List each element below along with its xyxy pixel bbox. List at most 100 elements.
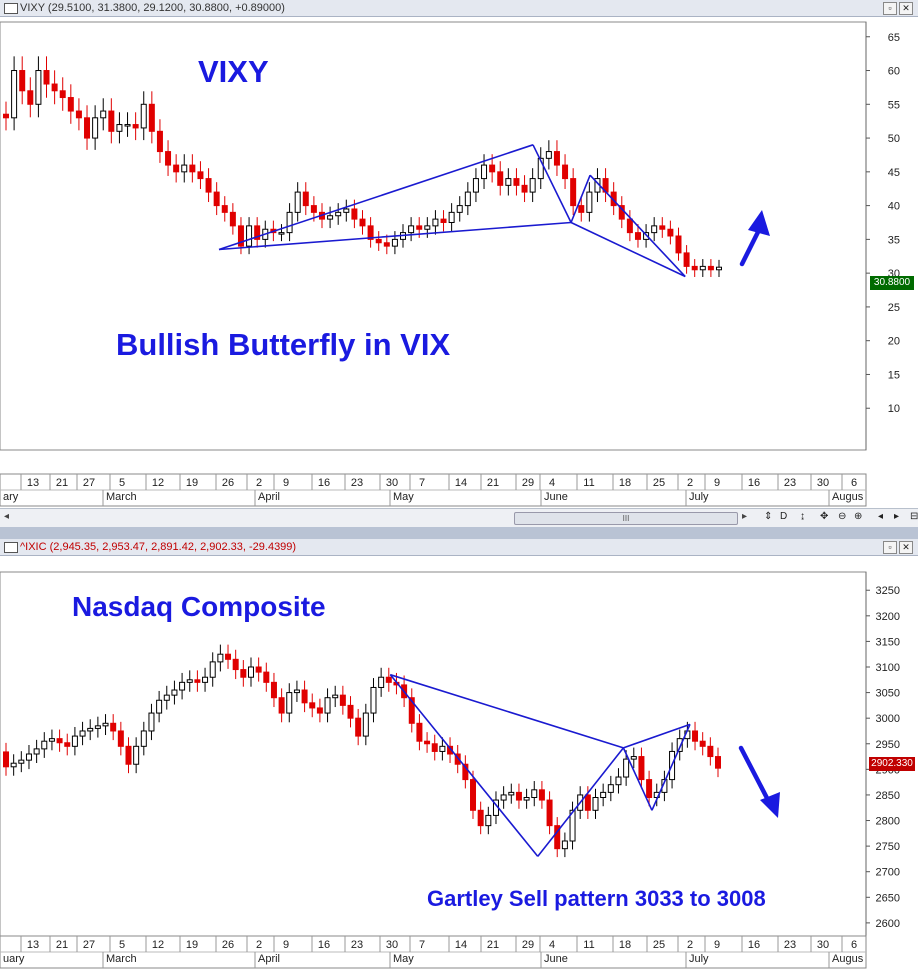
candle-body (351, 208, 358, 220)
zoom-in-icon[interactable]: ⊕ (854, 511, 863, 522)
scroll-left-icon[interactable]: ◂ (4, 511, 10, 522)
y-tick-label: 3050 (876, 688, 900, 700)
candle-body (462, 763, 469, 781)
candle-body (67, 97, 74, 112)
scroll-right-icon[interactable]: ▸ (742, 511, 748, 522)
end-icon[interactable]: ⊟ (910, 511, 918, 522)
nasdaq-candlestick-chart: 2600265027002750280028502900295030003050… (0, 571, 918, 969)
y-tick-label: 60 (888, 66, 900, 78)
nasdaq-title-text: ^IXIC (2,945.35, 2,953.47, 2,891.42, 2,9… (20, 541, 297, 553)
candle-body (43, 70, 50, 85)
candle-body (456, 205, 463, 213)
candle-body (310, 205, 317, 213)
candle-body (531, 789, 538, 799)
candle-body (316, 707, 323, 714)
candle-body (133, 745, 140, 765)
chart-tool-icon[interactable]: ⇕ (764, 511, 773, 522)
candle-body (209, 661, 216, 678)
candle-body (186, 679, 193, 683)
candle-body (683, 252, 690, 267)
candle-body (124, 124, 131, 127)
candle-body (716, 266, 722, 271)
x-day-label: 25 (653, 477, 665, 489)
x-month-label: July (689, 953, 709, 965)
x-day-label: 9 (283, 477, 289, 489)
candle-body (278, 232, 285, 235)
up-arrow-icon (739, 225, 763, 267)
candle-body (18, 759, 25, 764)
candle-body (630, 756, 637, 760)
x-day-label: 2 (256, 477, 262, 489)
candle-body (570, 178, 577, 207)
chart-window-icon (4, 542, 18, 553)
harmonic-pattern-line (389, 674, 539, 857)
candle-body (140, 103, 147, 129)
candle-body (707, 265, 714, 271)
y-tick-label: 25 (888, 302, 900, 314)
x-day-label: 4 (549, 939, 555, 951)
next-bar-icon[interactable]: ▸ (894, 511, 900, 522)
candle-body (194, 679, 201, 683)
chart-tool-move-icon[interactable]: ✥ (820, 511, 829, 522)
candle-body (521, 184, 528, 193)
prev-bar-icon[interactable]: ◂ (878, 511, 884, 522)
candle-body (472, 178, 479, 193)
candle-body (634, 232, 641, 240)
candle-body (699, 740, 706, 747)
candle-body (108, 110, 115, 132)
chart-tool-height-icon[interactable]: ↨ (800, 511, 805, 522)
chart-tool-d[interactable]: D (780, 511, 788, 522)
x-day-label: 14 (455, 477, 467, 489)
candle-body (217, 653, 224, 663)
panel-divider[interactable] (0, 527, 918, 539)
candle-body (3, 113, 9, 119)
candle-body (646, 779, 653, 799)
candle-body (439, 745, 446, 752)
candle-body (416, 722, 423, 742)
candle-body (592, 797, 599, 811)
x-day-label: 30 (386, 939, 398, 951)
y-tick-label: 2800 (876, 816, 900, 828)
candle-body (383, 242, 390, 247)
restore-icon[interactable]: ▫ (883, 2, 897, 15)
close-icon[interactable]: ✕ (899, 541, 913, 554)
y-tick-label: 2600 (876, 918, 900, 930)
x-day-label: 6 (851, 477, 857, 489)
candle-body (569, 809, 576, 842)
harmonic-pattern-line (622, 747, 653, 811)
candle-body (255, 666, 262, 673)
restore-icon[interactable]: ▫ (883, 541, 897, 554)
y-tick-label: 20 (888, 336, 900, 348)
vixy-last-price-tag: 30.8800 (870, 276, 914, 290)
candle-body (71, 735, 78, 747)
x-day-label: 2 (256, 939, 262, 951)
candle-body (335, 211, 342, 217)
harmonic-pattern-line (532, 144, 572, 223)
candle-body (181, 164, 188, 173)
candle-body (464, 191, 471, 207)
zoom-out-icon[interactable]: ⊖ (838, 511, 847, 522)
candle-body (165, 151, 172, 166)
candle-body (102, 722, 109, 727)
y-tick-label: 35 (888, 234, 900, 246)
x-month-label: June (544, 953, 568, 965)
candle-body (546, 799, 553, 827)
close-icon[interactable]: ✕ (899, 2, 913, 15)
y-tick-label: 2950 (876, 739, 900, 751)
candle-body (11, 70, 18, 119)
candle-body (94, 725, 101, 729)
x-month-label: March (106, 953, 137, 965)
scrollbar-thumb[interactable]: III (514, 512, 738, 525)
candle-body (378, 676, 385, 688)
candle-body (247, 666, 254, 678)
y-tick-label: 3200 (876, 611, 900, 623)
candle-body (179, 681, 186, 691)
down-arrow-icon (738, 745, 771, 803)
candle-body (327, 215, 334, 220)
x-day-label: 27 (83, 939, 95, 951)
chart-horizontal-scrollbar[interactable]: ◂ III ▸ ⇕ D ↨ ✥ ⊖ ⊕ ◂ ▸ ⊟ (0, 508, 918, 528)
candle-body (497, 171, 504, 186)
candle-body (343, 208, 350, 213)
y-tick-label: 50 (888, 133, 900, 145)
candle-body (561, 840, 568, 850)
